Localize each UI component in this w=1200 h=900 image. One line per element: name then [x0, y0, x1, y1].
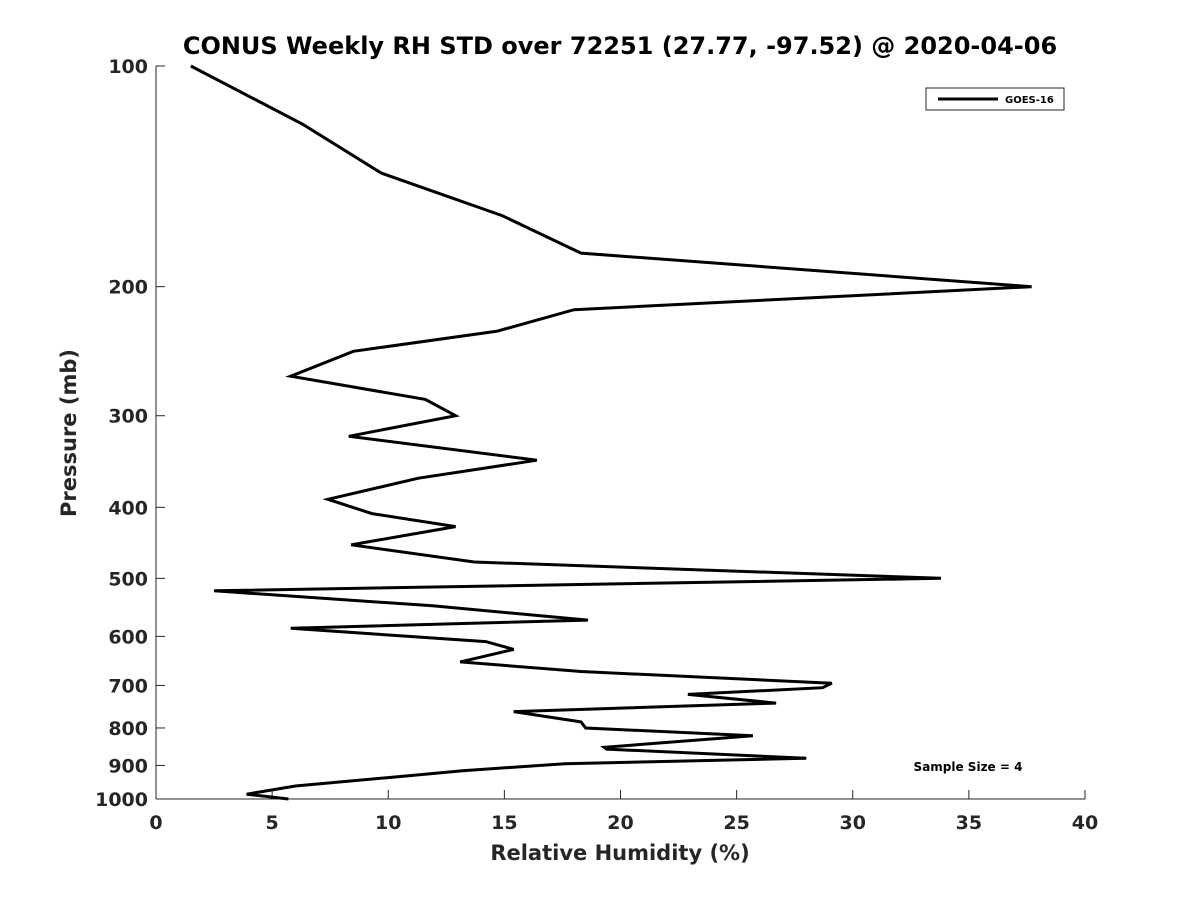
y-tick-label: 200 — [108, 277, 148, 299]
y-tick-label: 900 — [108, 755, 148, 777]
y-tick-label: 600 — [108, 626, 148, 648]
x-tick-label: 40 — [1072, 812, 1098, 834]
x-tick-label: 0 — [149, 812, 162, 834]
legend: GOES-16 — [925, 87, 1065, 111]
y-ticks: 100 200 300 400 500 600 700 800 900 1000 — [95, 56, 165, 811]
y-axis-label: Pressure (mb) — [57, 349, 81, 517]
x-tick-label: 20 — [607, 812, 633, 834]
x-tick-label: 10 — [375, 812, 401, 834]
chart-title: CONUS Weekly RH STD over 72251 (27.77, -… — [183, 32, 1057, 60]
series-line-goes-16 — [190, 64, 1032, 801]
legend-entry-goes-16: GOES-16 — [1005, 95, 1054, 106]
x-tick-label: 5 — [266, 812, 279, 834]
x-tick-label: 35 — [956, 812, 982, 834]
y-tick-label: 400 — [108, 497, 148, 519]
y-tick-label: 1000 — [95, 789, 148, 811]
y-tick-label: 100 — [108, 56, 148, 78]
y-tick-label: 500 — [108, 568, 148, 590]
x-ticks: 0 5 10 15 20 25 30 35 40 — [149, 790, 1098, 834]
x-tick-label: 30 — [840, 812, 866, 834]
y-tick-label: 800 — [108, 718, 148, 740]
x-tick-label: 25 — [723, 812, 749, 834]
sample-size-annotation: Sample Size = 4 — [914, 760, 1023, 774]
y-tick-label: 300 — [108, 406, 148, 428]
x-axis-label: Relative Humidity (%) — [490, 841, 749, 865]
x-tick-label: 15 — [491, 812, 517, 834]
series-group — [190, 64, 1032, 801]
y-tick-label: 700 — [108, 675, 148, 697]
